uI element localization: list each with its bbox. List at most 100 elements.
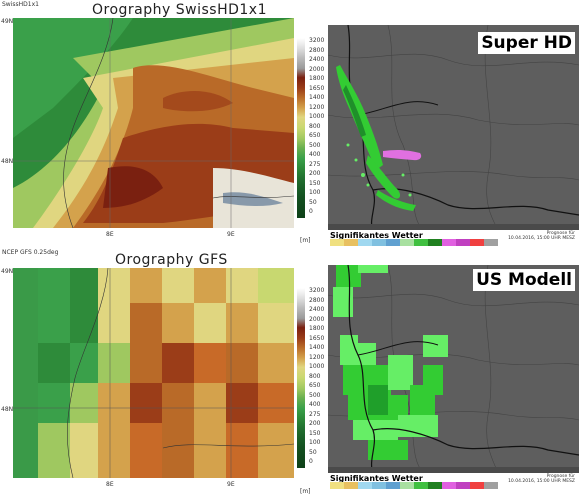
orography-map: [13, 18, 294, 228]
tick: 800: [309, 372, 321, 380]
legend-swatch: [330, 482, 344, 489]
tick: 2400: [309, 306, 325, 313]
tick: 200: [309, 170, 321, 177]
legend-swatch: [470, 482, 484, 489]
tick: 3200: [309, 287, 325, 294]
tick: 1000: [309, 363, 325, 370]
orography-swisshd-panel: SwissHD1x1 Orography SwissHD1x1 49N 48N …: [0, 0, 326, 245]
tick: 150: [309, 429, 321, 437]
weather-legend: Signifikantes Wetter Prognose für 10.04.…: [328, 230, 579, 247]
tick: 1200: [309, 353, 325, 361]
tick: 2000: [309, 65, 325, 73]
lon-label-8e: 8E: [106, 481, 114, 488]
legend-swatch: [358, 482, 372, 489]
tick: 275: [309, 410, 321, 418]
legend-swatch: [442, 482, 456, 489]
lat-label: 48N: [1, 406, 14, 413]
tick: 100: [309, 189, 321, 196]
tick: 2000: [309, 315, 325, 323]
unit-label: [m]: [300, 488, 311, 495]
legend-swatch: [344, 482, 358, 489]
colorbar-ticks: 3200 2800 2400 2000 1800 1650 1400 1200 …: [297, 288, 325, 468]
tick: 1650: [309, 84, 325, 92]
legend-swatch: [484, 482, 498, 489]
tick: 400: [309, 401, 321, 408]
us-model-weather-map: US Modell: [328, 265, 579, 473]
lat-top-label: 49N: [1, 268, 14, 275]
legend-swatch: [442, 239, 456, 246]
legend-swatch: [386, 482, 400, 489]
tick: 100: [309, 439, 321, 446]
unit-label: [m]: [300, 237, 311, 244]
legend-swatch: [330, 239, 344, 246]
orography-grid-map: [13, 268, 294, 478]
weather-map: [328, 265, 579, 473]
legend-swatch: [484, 239, 498, 246]
weather-legend: Signifikantes Wetter Prognose für 10.04.…: [328, 473, 579, 490]
tick: 50: [309, 198, 317, 206]
forecast-stamp: Prognose für 10.04.2016, 15:00 UHR MESZ: [508, 474, 575, 484]
tick: 1400: [309, 344, 325, 351]
tick: 1800: [309, 75, 325, 82]
tick: 1650: [309, 334, 325, 342]
weather-map: [328, 25, 579, 230]
lon-label-9e: 9E: [227, 481, 235, 488]
tick: 2400: [309, 56, 325, 63]
tick: 800: [309, 122, 321, 130]
legend-swatch: [344, 239, 358, 246]
corner-label: NCEP GFS 0.25deg: [2, 249, 59, 256]
legend-title: Signifikantes Wetter: [330, 474, 423, 483]
tick: 1800: [309, 325, 325, 332]
forecast-stamp: Prognose für 10.04.2016, 15:00 UHR MESZ: [508, 231, 575, 241]
colorbar-ticks: 3200 2800 2400 2000 1800 1650 1400 1200 …: [297, 38, 325, 218]
tick: 400: [309, 151, 321, 158]
tick: 2800: [309, 296, 325, 304]
model-tag: Super HD: [478, 32, 575, 54]
stamp-line: Prognose für: [546, 231, 575, 236]
lon-label-8e: 8E: [106, 231, 114, 238]
tick: 500: [309, 141, 321, 149]
tick: 1400: [309, 94, 325, 101]
legend-swatch: [456, 239, 470, 246]
legend-swatch: [358, 239, 372, 246]
tick: 650: [309, 132, 321, 139]
tick: 150: [309, 179, 321, 187]
legend-swatch: [372, 482, 386, 489]
tick: 50: [309, 448, 317, 456]
corner-label: SwissHD1x1: [2, 1, 39, 8]
legend-swatch: [470, 239, 484, 246]
legend-title: Signifikantes Wetter: [330, 231, 423, 240]
tick: 1200: [309, 103, 325, 111]
tick: 1000: [309, 113, 325, 120]
stamp-line: 10.04.2016, 15:00 UHR MESZ: [508, 479, 575, 484]
map-title: Orography SwissHD1x1: [92, 2, 267, 18]
legend-swatch: [428, 239, 442, 246]
colorbar: [297, 38, 325, 218]
model-tag: US Modell: [473, 269, 575, 291]
lon-label-9e: 9E: [227, 231, 235, 238]
tick: 275: [309, 160, 321, 168]
tick: 500: [309, 391, 321, 399]
lat-top-label: 49N: [1, 18, 14, 25]
tick: 0: [309, 458, 313, 465]
stamp-line: 10.04.2016, 15:00 UHR MESZ: [508, 236, 575, 241]
legend-swatch: [400, 482, 414, 489]
legend-swatch: [386, 239, 400, 246]
colorbar: [297, 288, 325, 468]
tick: 0: [309, 208, 313, 215]
legend-swatch: [400, 239, 414, 246]
legend-swatch: [372, 239, 386, 246]
legend-swatch: [428, 482, 442, 489]
legend-swatch: [456, 482, 470, 489]
legend-swatch: [414, 482, 428, 489]
legend-swatch: [414, 239, 428, 246]
tick: 2800: [309, 46, 325, 54]
orography-gfs-panel: NCEP GFS 0.25deg Orography GFS: [0, 248, 326, 500]
tick: 650: [309, 382, 321, 389]
map-title: Orography GFS: [115, 252, 228, 268]
tick: 200: [309, 420, 321, 427]
super-hd-weather-map: Super HD: [328, 25, 579, 230]
tick: 3200: [309, 37, 325, 44]
stamp-line: Prognose für: [546, 474, 575, 479]
lat-label: 48N: [1, 158, 14, 165]
